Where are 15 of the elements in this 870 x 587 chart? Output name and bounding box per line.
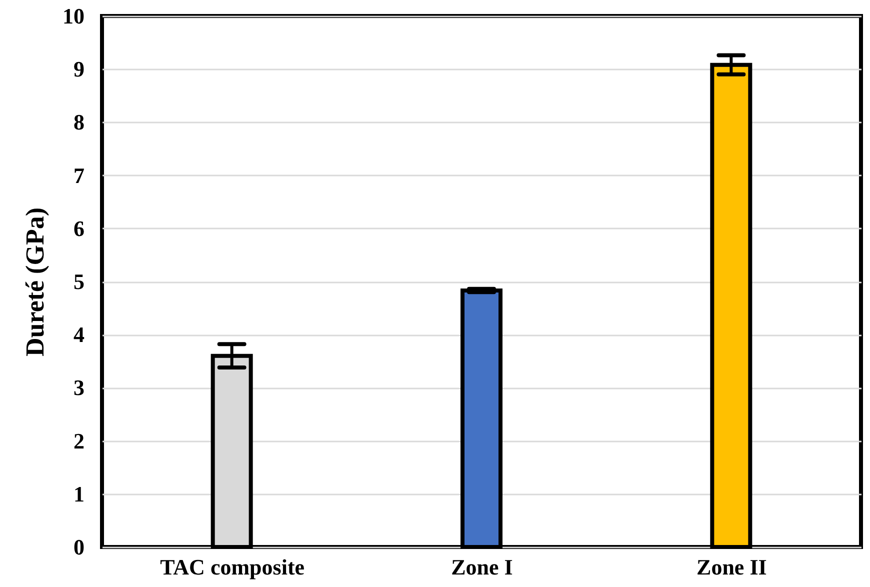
y-tick-label: 7	[74, 162, 84, 188]
y-tick-label: 4	[74, 322, 84, 348]
y-tick-label: 2	[74, 428, 84, 454]
x-tick-label: Zone I	[451, 554, 513, 580]
x-tick-label: TAC composite	[160, 554, 305, 580]
y-tick-label: 8	[74, 110, 84, 135]
y-tick-label: 0	[74, 534, 84, 560]
y-tick-label: 9	[74, 56, 84, 82]
x-tick-label: Zone II	[696, 554, 767, 580]
y-tick-label: 3	[74, 375, 84, 400]
y-tick-label: 1	[74, 481, 84, 506]
y-tick-label: 10	[62, 4, 84, 28]
y-tick-label: 5	[74, 269, 84, 294]
y-tick-label: 6	[74, 216, 84, 241]
y-axis-title: Dureté (GPa)	[20, 208, 50, 356]
